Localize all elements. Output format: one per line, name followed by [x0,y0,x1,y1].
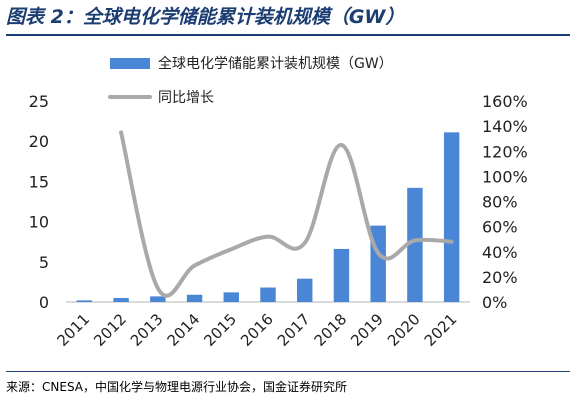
bar-2021 [443,132,460,302]
bar-2018 [333,248,350,302]
source-note: 来源：CNESA，中国化学与物理电源行业协会，国金证券研究所 [6,380,347,394]
y-left-tick-label: 0 [39,293,49,312]
x-tick-label: 2012 [90,310,130,350]
x-tick-label: 2013 [127,310,167,350]
bar-2015 [223,292,239,302]
x-tick-label: 2019 [347,310,387,350]
y-right-tick-label: 100% [482,167,528,186]
growth-line-series [119,130,454,298]
y-right-tick-label: 120% [482,142,528,161]
bar-2017 [297,278,313,302]
y-left-tick-label: 20 [29,132,49,151]
x-tick-label: 2018 [311,310,351,350]
y-right-tick-label: 140% [482,117,528,136]
bar-series [76,132,460,302]
legend-line-label: 同比增长 [158,90,214,106]
x-tick-label: 2017 [274,310,314,350]
x-tick-label: 2016 [237,310,277,350]
y-right-tick-label: 20% [482,268,518,287]
x-tick-label: 2021 [421,310,461,350]
bar-2013 [150,296,166,302]
bar-2012 [113,297,129,302]
legend-bar-swatch [110,58,150,69]
y-left-tick-label: 15 [29,172,49,191]
y-right-tick-label: 80% [482,193,518,212]
figure-title: 图表 2：全球电化学储能累计装机规模（GW） [6,6,405,28]
y-right-tick-label: 60% [482,218,518,237]
y-right-tick-label: 160% [482,92,528,111]
legend-bar-label: 全球电化学储能累计装机规模（GW） [158,55,393,72]
y-left-tick-label: 5 [39,253,49,272]
bar-2016 [260,287,276,302]
chart-canvas: 全球电化学储能累计装机规模（GW） 同比增长 0 5 10 15 20 25 0% 20% 40… [29,55,528,350]
x-tick-label: 2020 [384,310,424,350]
y-left-tick-label: 10 [29,213,49,232]
x-tick-label: 2011 [53,310,93,350]
y-right-tick-label: 40% [482,243,518,262]
source-divider [6,371,570,372]
legend: 全球电化学储能累计装机规模（GW） 同比增长 [108,55,393,106]
bar-2020 [407,187,423,302]
title-divider [6,34,570,36]
x-tick-label: 2014 [164,310,204,350]
y-left-tick-label: 25 [29,92,49,111]
bar-2014 [186,294,203,302]
bar-2011 [76,300,93,302]
growth-line [119,130,454,298]
x-tick-label: 2015 [200,310,240,350]
y-right-tick-label: 0% [482,293,507,312]
